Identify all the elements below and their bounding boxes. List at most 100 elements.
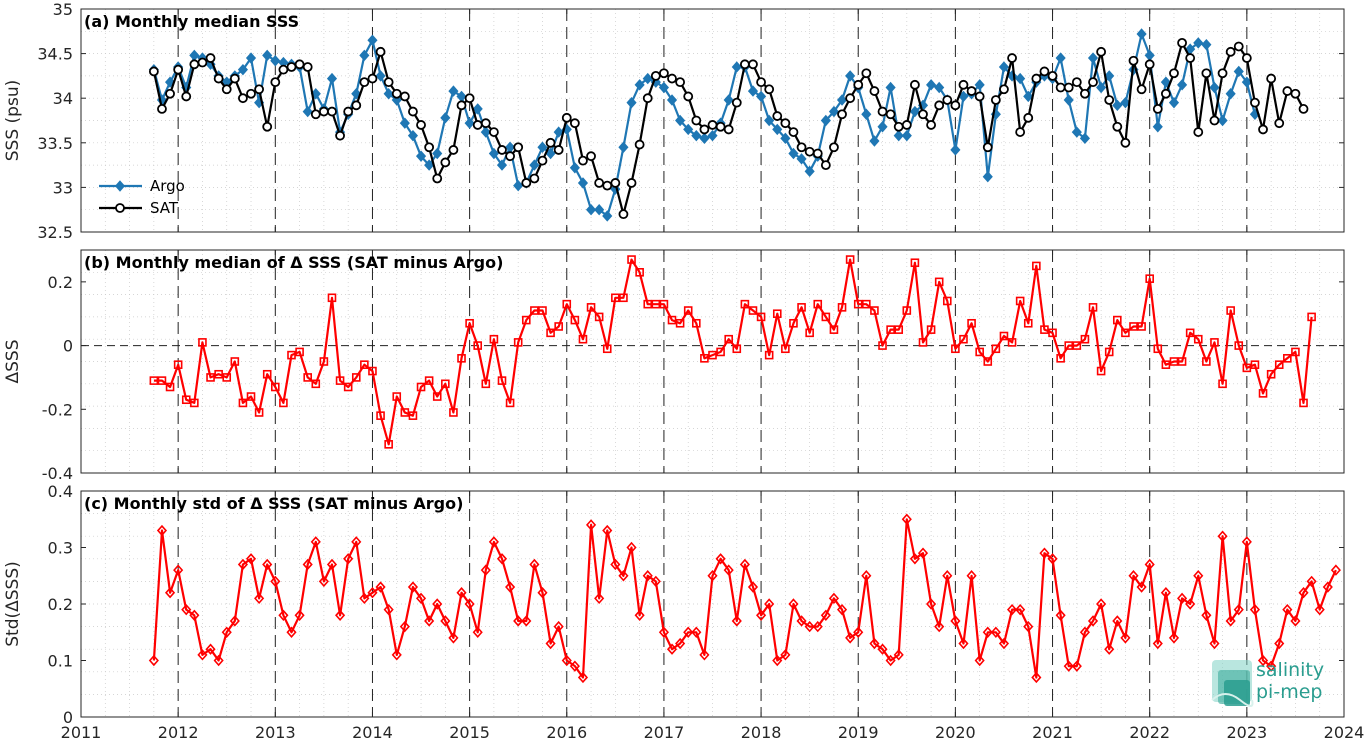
data-point	[164, 586, 176, 599]
data-point	[667, 73, 677, 84]
data-point	[1258, 389, 1268, 398]
data-point	[562, 299, 572, 309]
data-point	[254, 408, 264, 417]
data-point	[1015, 72, 1026, 85]
data-point	[990, 626, 1001, 638]
data-point	[359, 592, 370, 605]
data-point	[408, 411, 418, 420]
y-axis-label: SSS (psu)	[3, 80, 23, 161]
data-point	[845, 70, 856, 82]
panel-b-monthly-median-delta-sss: -0.4 -0.2 0 0.2 ΔSSS (b) Monthly median of Δ …	[3, 249, 1345, 483]
data-point	[383, 77, 394, 88]
data-point	[829, 325, 839, 334]
data-point	[1120, 96, 1131, 109]
data-point	[173, 360, 183, 369]
data-point	[318, 575, 329, 588]
data-point	[1112, 99, 1123, 112]
data-point	[967, 318, 976, 328]
data-point	[885, 654, 896, 667]
data-point	[878, 341, 887, 350]
data-point	[853, 299, 863, 309]
data-point	[748, 59, 758, 70]
data-point	[238, 398, 248, 408]
data-point	[772, 309, 782, 319]
data-point	[788, 127, 799, 137]
data-point	[812, 620, 823, 633]
x-tick-label: 2018	[741, 723, 782, 742]
data-point	[214, 369, 223, 379]
data-point	[327, 293, 337, 303]
data-point	[724, 334, 733, 344]
data-point	[1048, 328, 1057, 338]
data-point	[594, 312, 604, 322]
y-tick-label: 0	[63, 708, 73, 727]
data-point	[440, 157, 451, 168]
data-point	[1225, 46, 1236, 57]
data-point	[303, 373, 312, 382]
data-point	[619, 293, 628, 303]
data-point	[400, 408, 410, 417]
data-point	[246, 88, 256, 99]
data-point	[537, 155, 548, 166]
data-point	[513, 179, 524, 192]
logo-line2: pi-mep	[1256, 681, 1322, 703]
data-point	[821, 312, 831, 322]
data-point	[198, 338, 207, 347]
data-point	[513, 615, 524, 627]
data-point	[982, 170, 993, 183]
data-point	[351, 373, 361, 382]
data-point	[837, 303, 847, 312]
data-point	[1298, 586, 1309, 599]
data-point	[747, 581, 759, 593]
data-point	[901, 129, 912, 142]
data-point	[1177, 357, 1187, 366]
data-point	[270, 55, 281, 67]
data-point	[886, 325, 895, 334]
data-point	[1136, 28, 1147, 40]
data-point	[950, 100, 961, 111]
data-point	[1007, 53, 1017, 63]
data-point	[505, 398, 515, 408]
data-point	[1161, 360, 1171, 369]
data-point	[1193, 127, 1204, 137]
data-point	[1096, 81, 1107, 94]
data-point	[683, 123, 694, 136]
data-point	[1079, 132, 1090, 145]
data-point	[335, 376, 345, 385]
data-point	[691, 115, 702, 126]
data-point	[213, 73, 224, 84]
data-point	[918, 109, 928, 120]
data-point	[262, 558, 273, 571]
legend-label: Argo	[150, 177, 185, 195]
data-point	[836, 94, 848, 106]
data-point	[1306, 575, 1317, 588]
data-point	[1055, 609, 1066, 622]
data-point	[666, 643, 678, 655]
data-point	[869, 86, 880, 96]
data-point	[869, 637, 880, 650]
data-point	[804, 620, 815, 633]
y-tick-label: 32.5	[37, 223, 73, 242]
data-point	[295, 347, 304, 357]
plot-frame	[80, 490, 1345, 718]
data-point	[310, 109, 321, 120]
y-tick-label: 0.4	[48, 482, 73, 501]
data-point	[950, 615, 961, 627]
data-point	[229, 73, 240, 84]
data-point	[958, 637, 969, 650]
data-point	[1201, 38, 1212, 51]
data-point	[351, 536, 362, 548]
data-point	[1225, 615, 1236, 627]
data-point	[1290, 88, 1301, 99]
data-point	[1314, 603, 1325, 616]
data-point	[780, 649, 791, 661]
y-tick-label: 0	[63, 337, 73, 356]
data-point	[707, 120, 718, 130]
data-point	[1080, 88, 1090, 99]
data-point	[781, 344, 790, 354]
data-point	[1063, 82, 1074, 93]
data-point	[958, 79, 969, 90]
data-point	[1055, 82, 1066, 93]
data-point	[602, 180, 613, 191]
data-point	[715, 553, 726, 565]
